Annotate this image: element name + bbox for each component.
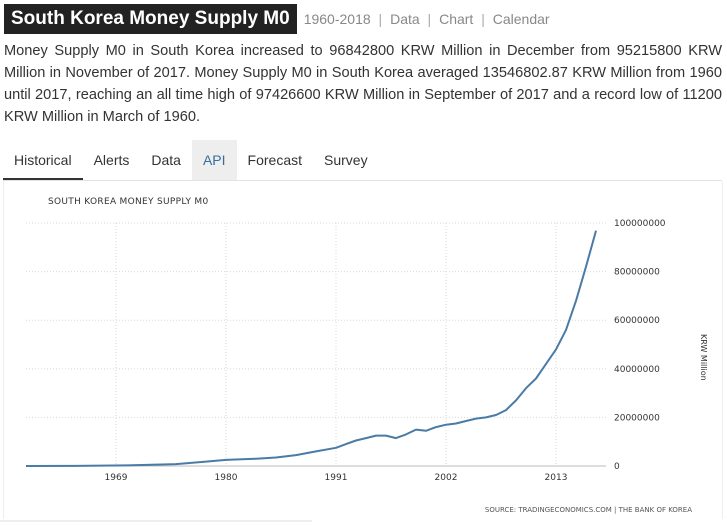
tab-survey[interactable]: Survey <box>324 152 368 168</box>
chart-title: SOUTH KOREA MONEY SUPPLY M0 <box>48 197 209 207</box>
x-tick-label: 2002 <box>435 473 458 483</box>
y-tick-label: 100000000 <box>614 219 666 229</box>
date-range: 1960-2018 <box>303 11 371 27</box>
x-tick-label: 1991 <box>325 473 348 483</box>
subnav: 1960-2018 | Data | Chart | Calendar <box>304 11 550 27</box>
y-tick-label: 0 <box>614 462 620 472</box>
y-tick-label: 80000000 <box>614 268 660 278</box>
x-tick-label: 2013 <box>545 473 568 483</box>
divider <box>0 520 312 522</box>
page-title: South Korea Money Supply M0 <box>4 4 297 34</box>
x-tick-label: 1969 <box>105 473 128 483</box>
calendar-link[interactable]: Calendar <box>492 11 550 27</box>
y-tick-label: 60000000 <box>614 316 660 326</box>
tab-alerts[interactable]: Alerts <box>93 152 130 168</box>
y-tick-label: 40000000 <box>614 365 660 375</box>
subnav-separator: | <box>481 11 485 27</box>
chart-source: SOURCE: TRADINGECONOMICS.COM | THE BANK … <box>485 506 692 514</box>
chart-panel: SOUTH KOREA MONEY SUPPLY M0 0 20000000 400… <box>3 181 723 519</box>
y-tick-label: 20000000 <box>614 413 660 423</box>
tab-forecast[interactable]: Forecast <box>247 152 302 168</box>
description-paragraph: Money Supply M0 in South Korea increased… <box>4 43 722 125</box>
chart-link[interactable]: Chart <box>439 11 474 27</box>
tab-data[interactable]: Data <box>151 152 181 168</box>
money-supply-chart: SOUTH KOREA MONEY SUPPLY M0 0 20000000 400… <box>25 197 708 514</box>
tab-bar: Historical Alerts Data API Forecast Surv… <box>3 140 722 181</box>
y-axis-label: KRW Million <box>699 334 708 381</box>
data-link[interactable]: Data <box>390 11 420 27</box>
page-header: South Korea Money Supply M0 1960-2018 | … <box>4 4 550 34</box>
subnav-separator: | <box>378 11 383 27</box>
tab-api[interactable]: API <box>191 140 237 180</box>
x-tick-label: 1980 <box>215 473 238 483</box>
series-line <box>25 230 597 467</box>
subnav-separator: | <box>427 11 432 27</box>
tab-historical[interactable]: Historical <box>3 140 83 180</box>
